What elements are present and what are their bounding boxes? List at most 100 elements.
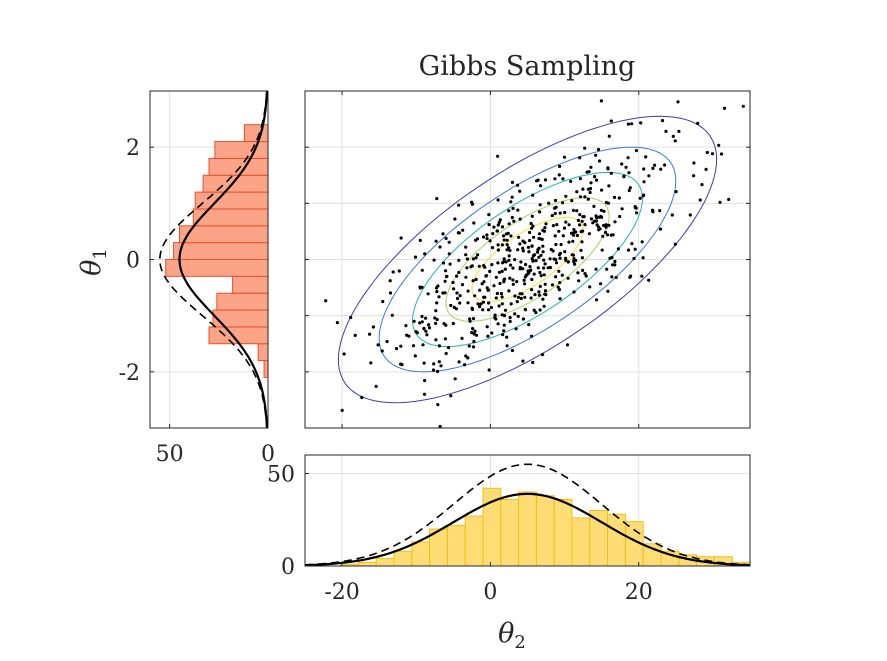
sample-point xyxy=(589,165,593,169)
sample-point xyxy=(532,308,536,312)
sample-point xyxy=(516,183,520,187)
sample-point xyxy=(574,258,578,263)
sample-point xyxy=(558,281,562,285)
sample-point xyxy=(498,218,502,222)
sample-point xyxy=(573,262,577,266)
sample-point xyxy=(508,248,512,253)
sample-point xyxy=(432,362,436,366)
sample-point xyxy=(487,223,491,227)
contour-lines xyxy=(337,115,718,404)
sample-point xyxy=(342,352,346,356)
theta1-histogram-bar xyxy=(173,242,269,260)
sample-point xyxy=(510,348,514,353)
sample-point xyxy=(676,100,680,104)
sample-point xyxy=(493,316,497,320)
sample-point xyxy=(588,190,592,195)
theta1-histogram-bar xyxy=(243,124,269,143)
sample-point xyxy=(490,263,494,267)
sample-point xyxy=(485,236,489,241)
sample-point xyxy=(501,333,505,337)
sample-point xyxy=(466,301,470,305)
sample-point xyxy=(595,223,599,227)
sample-point xyxy=(519,296,523,300)
sample-point xyxy=(595,216,599,220)
sample-point xyxy=(717,143,721,147)
sample-point xyxy=(561,234,565,238)
sample-point xyxy=(521,317,526,321)
sample-point xyxy=(508,316,512,320)
sample-point xyxy=(436,403,440,407)
sample-point xyxy=(592,204,596,208)
sample-point xyxy=(532,235,536,239)
sample-point xyxy=(503,267,507,271)
sample-point xyxy=(418,321,422,325)
sample-point xyxy=(539,253,543,257)
sample-point xyxy=(498,281,502,286)
sample-point xyxy=(564,258,568,262)
sample-point xyxy=(520,292,524,296)
sample-point xyxy=(537,255,541,259)
sample-point xyxy=(471,317,476,321)
sample-point xyxy=(594,298,599,302)
sample-point xyxy=(538,184,543,188)
sample-point xyxy=(445,274,449,278)
sample-point xyxy=(555,223,559,227)
sample-point xyxy=(569,179,573,183)
sample-point xyxy=(439,364,443,368)
sample-point xyxy=(596,147,601,152)
sample-point xyxy=(455,274,459,278)
sample-point xyxy=(626,248,631,252)
sample-point xyxy=(538,308,542,312)
sample-point xyxy=(719,152,724,156)
sample-point xyxy=(588,285,592,289)
sample-point xyxy=(418,285,422,289)
sample-point xyxy=(457,258,461,262)
sample-point xyxy=(447,252,451,256)
sample-point xyxy=(576,271,580,275)
sample-point xyxy=(581,268,585,272)
sample-point xyxy=(617,196,621,200)
sample-point xyxy=(515,300,519,304)
sample-point xyxy=(559,242,563,247)
sample-point xyxy=(583,272,587,276)
sample-point xyxy=(496,154,500,158)
sample-point xyxy=(507,254,511,258)
sample-point xyxy=(464,245,468,249)
sample-point xyxy=(509,234,513,238)
sample-point xyxy=(543,282,547,286)
sample-point xyxy=(500,295,504,299)
sample-point xyxy=(444,323,448,327)
sample-point xyxy=(513,258,517,262)
sample-point xyxy=(578,177,583,181)
sample-point xyxy=(607,134,611,138)
sample-point xyxy=(531,224,535,228)
sample-point xyxy=(455,296,460,301)
sample-point xyxy=(488,239,492,243)
sample-point xyxy=(497,220,501,224)
sample-point xyxy=(604,225,608,229)
sample-point xyxy=(550,214,554,218)
sample-point xyxy=(513,294,517,298)
sample-point xyxy=(449,394,453,398)
sample-point xyxy=(541,353,545,357)
sample-point xyxy=(500,313,504,317)
sample-point xyxy=(468,317,472,321)
sample-point xyxy=(698,198,702,202)
sample-point xyxy=(538,270,542,275)
sample-point xyxy=(412,319,416,323)
sample-point xyxy=(495,291,499,296)
sample-point xyxy=(502,238,506,242)
theta1-histogram-bar xyxy=(194,191,269,210)
sample-point xyxy=(609,119,613,123)
sample-point xyxy=(602,209,606,213)
theta2-marginal-axes: -20 0 20 0 50 xyxy=(267,454,751,605)
sample-point xyxy=(632,256,636,261)
sample-point xyxy=(516,295,521,299)
sample-point xyxy=(517,235,521,239)
sample-point xyxy=(594,267,598,271)
sample-point xyxy=(521,359,525,363)
sample-point xyxy=(368,332,372,336)
sample-point xyxy=(466,356,470,360)
sample-point xyxy=(610,255,614,260)
sample-point xyxy=(464,253,468,257)
